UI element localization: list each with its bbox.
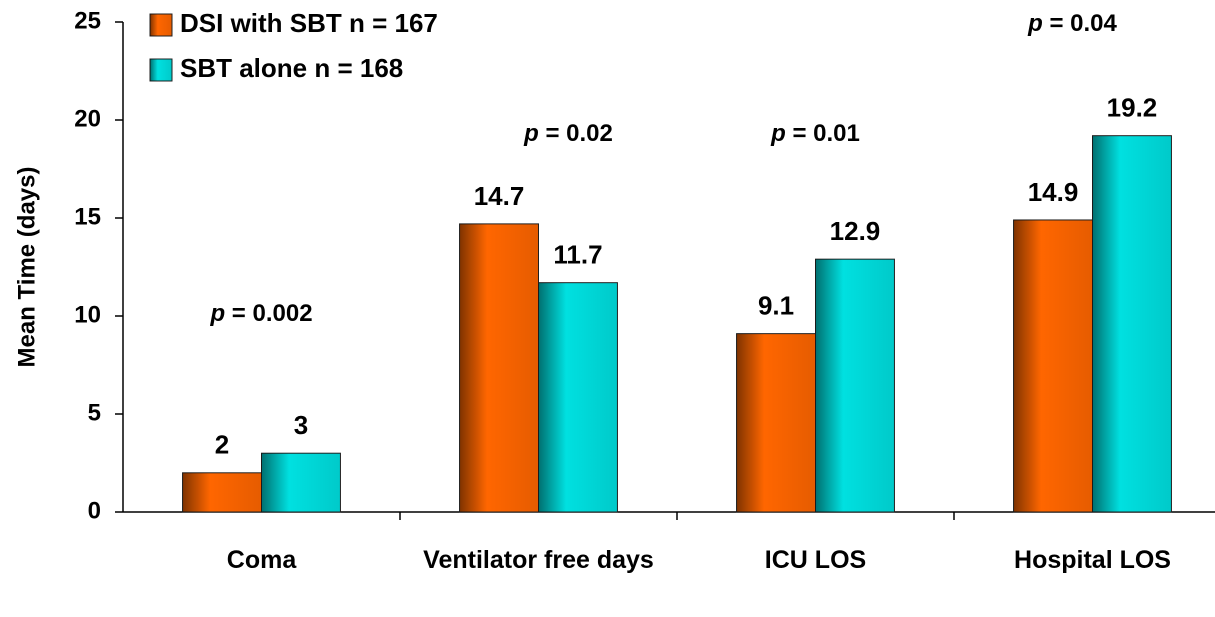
legend-swatch-shade bbox=[150, 59, 172, 81]
value-label: 19.2 bbox=[1107, 93, 1158, 123]
legend-label: DSI with SBT n = 167 bbox=[180, 8, 438, 38]
annotation: p = 0.04 bbox=[1028, 10, 1117, 37]
y-tick-label: 10 bbox=[74, 301, 101, 328]
x-tick-label: Ventilator free days bbox=[423, 546, 654, 574]
bar-shade bbox=[261, 453, 341, 512]
value-label: 14.7 bbox=[474, 181, 525, 211]
annotation: p = 0.002 bbox=[210, 300, 313, 327]
value-label: 12.9 bbox=[830, 216, 881, 246]
y-tick-label: 5 bbox=[88, 399, 101, 426]
x-tick-label: Coma bbox=[226, 546, 297, 574]
value-label: 2 bbox=[215, 430, 229, 460]
legend-swatch-shade bbox=[150, 14, 172, 36]
bar-shade bbox=[182, 472, 262, 512]
bar-shade bbox=[538, 282, 618, 512]
y-tick-label: 15 bbox=[74, 203, 101, 230]
legend-label: SBT alone n = 168 bbox=[180, 53, 403, 83]
y-tick-label: 25 bbox=[74, 7, 101, 34]
value-label: 14.9 bbox=[1028, 177, 1079, 207]
value-label: 9.1 bbox=[758, 291, 794, 321]
value-label: 3 bbox=[294, 410, 308, 440]
bar-shade bbox=[1013, 219, 1093, 512]
x-tick-label: ICU LOS bbox=[764, 546, 867, 574]
bar-shade bbox=[736, 333, 816, 512]
bar-shade bbox=[815, 259, 895, 512]
annotation: p = 0.02 bbox=[524, 120, 613, 147]
x-tick-label: Hospital LOS bbox=[1014, 546, 1171, 574]
y-axis-label: Mean Time (days) bbox=[13, 167, 40, 368]
y-tick-label: 0 bbox=[88, 497, 101, 524]
value-label: 11.7 bbox=[553, 240, 602, 270]
bar-shade bbox=[459, 223, 539, 512]
bar-shade bbox=[1092, 135, 1172, 512]
annotation: p = 0.01 bbox=[771, 120, 860, 147]
y-tick-label: 20 bbox=[74, 105, 101, 132]
